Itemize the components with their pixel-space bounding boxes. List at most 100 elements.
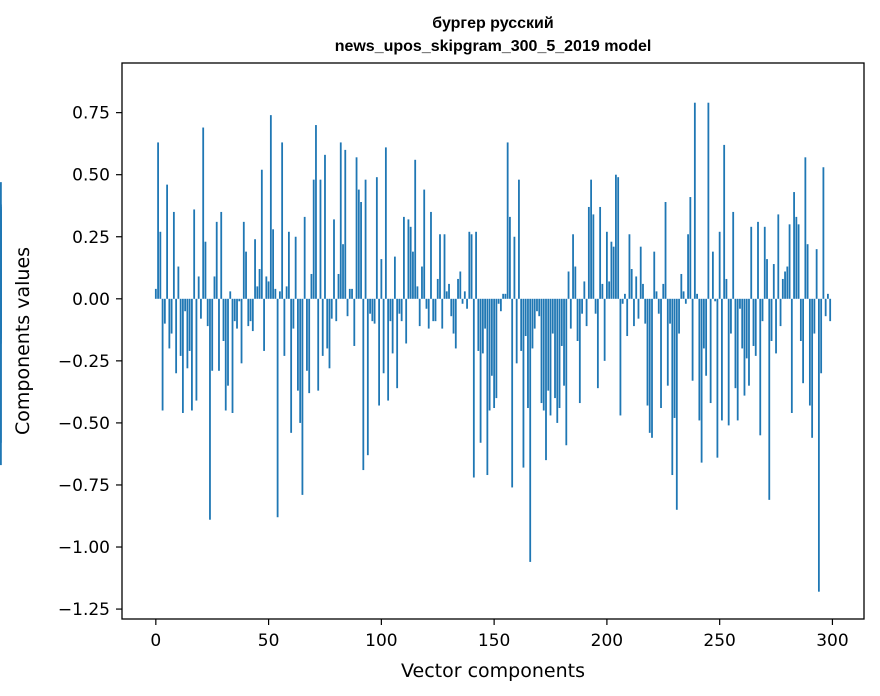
bar [556,298,559,423]
bar [664,202,667,299]
bar [362,298,365,471]
bar [227,298,229,386]
bar [617,177,620,299]
bar [734,298,737,389]
bar [551,298,554,334]
bar [414,159,417,299]
bar [624,293,626,299]
bar [684,298,687,304]
chart-title: бургер русский [432,15,553,32]
bar [353,298,356,346]
bar [642,283,644,299]
bar [567,271,570,299]
bar [547,298,550,391]
bar [360,202,362,299]
bar [770,298,773,341]
bar [292,298,295,329]
bar [434,298,437,322]
bar [481,298,484,354]
bar [236,298,238,329]
bar [716,298,719,458]
bar [200,298,202,319]
bar [263,298,265,351]
bar [421,266,423,299]
bar [678,298,680,334]
bar [161,298,164,411]
bar [326,298,329,349]
bar [739,298,741,309]
bar [393,256,396,299]
bar [799,298,802,341]
bar [540,298,543,404]
bar [705,298,708,376]
bar [777,214,780,299]
bar [425,298,428,309]
bar [558,298,561,409]
bar [639,246,642,299]
bar [206,298,209,327]
bar [793,192,795,299]
bar [290,298,293,433]
bar [522,298,525,468]
bar [166,184,168,299]
bar [369,298,371,314]
bar [675,298,678,510]
x-tick-label: 300 [816,631,848,651]
x-tick-label: 100 [365,631,397,651]
bar [660,298,662,409]
y-tick-label: −1.25 [58,600,110,620]
bar [479,298,482,443]
bar [601,283,604,299]
bar [163,298,166,324]
bar [533,298,536,329]
bar [655,291,658,299]
bar [790,298,793,413]
bar [596,298,599,389]
y-tick-label: 0.00 [72,290,110,310]
bar [335,298,338,322]
bar [781,278,784,299]
bar [380,259,383,299]
bar [578,298,581,404]
bar [233,298,236,322]
bar [732,211,735,299]
x-tick-label: 50 [258,631,280,651]
bar [448,283,450,299]
bar [630,269,633,299]
bar [693,102,696,299]
bar [299,298,302,423]
bar [484,298,486,329]
bar [366,298,369,456]
bar [702,298,705,349]
bar [633,298,635,327]
bar [272,229,274,299]
bar [432,298,435,322]
bar [342,244,344,299]
bar [251,298,254,332]
bar [333,219,335,299]
bar [240,298,243,364]
bar [157,142,159,299]
bar [727,298,730,426]
bar [218,298,220,371]
bar [285,286,288,299]
bar [351,288,353,299]
bar [538,298,541,317]
bar [723,144,726,299]
bar [766,259,768,299]
bar [297,298,299,391]
bar [495,298,498,399]
bar [364,179,367,299]
bar [802,298,804,384]
bar [249,298,252,322]
bar [427,298,430,329]
bar [524,298,527,337]
bar [745,298,748,359]
bar [229,291,232,299]
bar [592,214,595,299]
bar [743,298,746,396]
bar [0,288,2,299]
bar [416,286,419,299]
x-tick-label: 200 [591,631,623,651]
bar [759,298,762,436]
